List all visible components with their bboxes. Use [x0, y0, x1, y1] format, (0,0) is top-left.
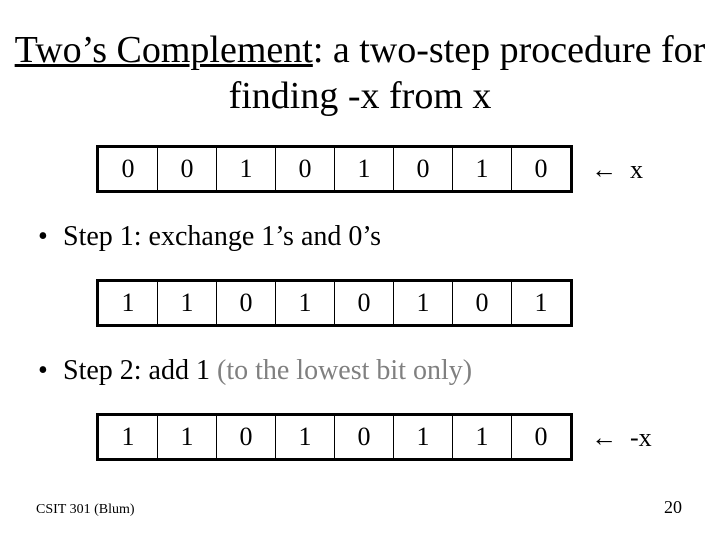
bit-cell: 0	[276, 147, 335, 192]
step-2-text-b: (to the lowest bit only)	[217, 355, 472, 386]
step-1-text: Step 1: exchange 1’s and 0’s	[63, 221, 381, 252]
step-1: • Step 1: exchange 1’s and 0’s	[38, 221, 720, 253]
row-negx-text: -x	[630, 423, 652, 452]
bit-cell: 0	[158, 147, 217, 192]
bit-cell: 1	[453, 147, 512, 192]
bit-cell: 0	[512, 147, 572, 192]
row-x-label: ← x	[591, 154, 643, 185]
bit-cell: 1	[158, 415, 217, 460]
bit-cell: 1	[335, 147, 394, 192]
bit-cell: 1	[98, 415, 158, 460]
bit-table-flipped: 1 1 0 1 0 1 0 1	[96, 279, 573, 327]
bit-cell: 1	[394, 415, 453, 460]
bit-cell: 1	[276, 415, 335, 460]
bit-cell: 1	[394, 281, 453, 326]
bit-cell: 0	[98, 147, 158, 192]
bit-cell: 0	[394, 147, 453, 192]
row-x-text: x	[630, 155, 643, 184]
bit-cell: 1	[217, 147, 276, 192]
bit-row-negx: 1 1 0 1 0 1 1 0 ← -x	[96, 413, 720, 461]
slide-title: Two’s Complement: a two-step procedure f…	[0, 0, 720, 119]
bit-row-flipped: 1 1 0 1 0 1 0 1	[96, 279, 720, 327]
bit-cell: 0	[217, 281, 276, 326]
bit-row-x: 0 0 1 0 1 0 1 0 ← x	[96, 145, 720, 193]
title-underlined: Two’s Complement	[15, 29, 313, 71]
bullet-icon: •	[38, 355, 56, 387]
bullet-icon: •	[38, 221, 56, 253]
bit-cell: 1	[276, 281, 335, 326]
bit-cell: 0	[335, 415, 394, 460]
arrow-left-icon: ←	[591, 154, 617, 184]
bit-cell: 1	[512, 281, 572, 326]
bit-cell: 1	[158, 281, 217, 326]
bit-cell: 1	[98, 281, 158, 326]
bit-cell: 0	[217, 415, 276, 460]
bit-table-negx: 1 1 0 1 0 1 1 0	[96, 413, 573, 461]
footer-left: CSIT 301 (Blum)	[36, 502, 135, 518]
arrow-left-icon: ←	[591, 422, 617, 452]
step-2: • Step 2: add 1 (to the lowest bit only)	[38, 355, 720, 387]
bit-cell: 1	[453, 415, 512, 460]
row-negx-label: ← -x	[591, 422, 652, 453]
bit-cell: 0	[335, 281, 394, 326]
step-2-text-a: Step 2: add 1	[63, 355, 217, 386]
bit-table-x: 0 0 1 0 1 0 1 0	[96, 145, 573, 193]
slide: Two’s Complement: a two-step procedure f…	[0, 0, 720, 540]
bit-cell: 0	[512, 415, 572, 460]
footer-page-number: 20	[664, 497, 682, 518]
bit-cell: 0	[453, 281, 512, 326]
